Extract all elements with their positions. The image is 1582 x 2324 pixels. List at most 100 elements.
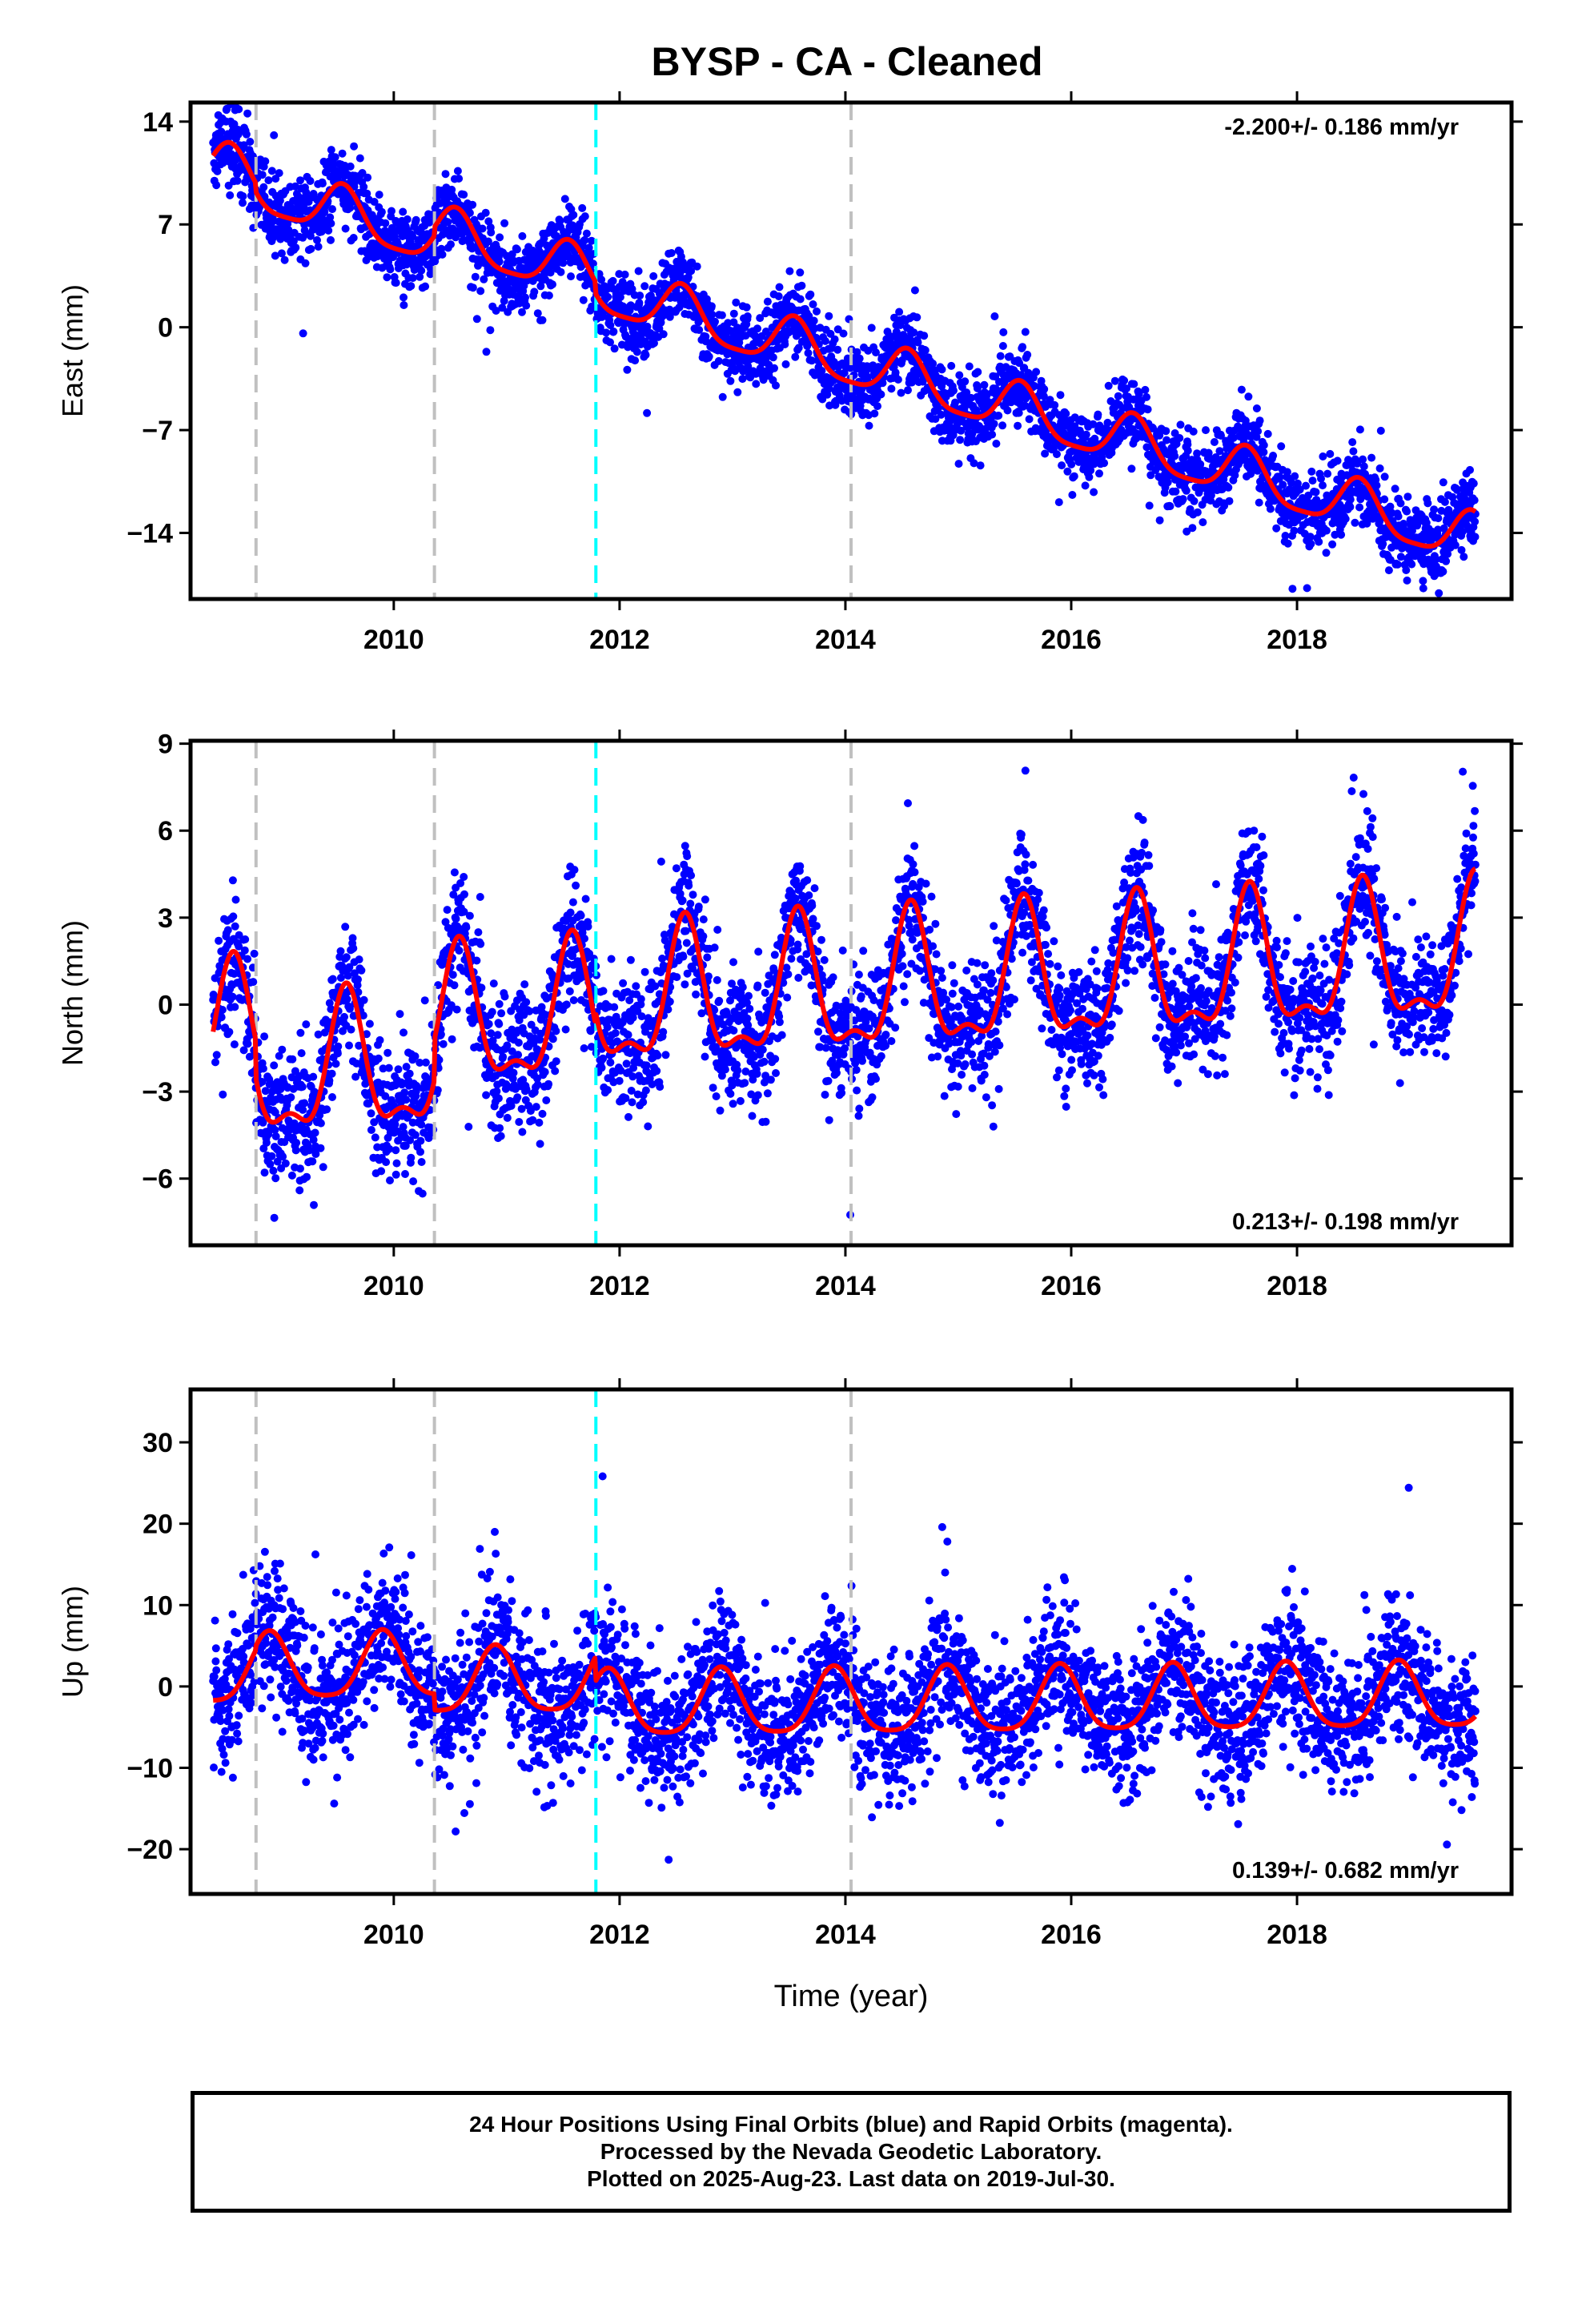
data-point <box>468 283 477 292</box>
data-point <box>311 1128 319 1137</box>
data-point <box>508 250 516 259</box>
data-point <box>1199 518 1207 527</box>
data-point <box>416 272 424 281</box>
data-point <box>229 912 238 921</box>
data-point <box>606 321 615 330</box>
data-point <box>297 1049 306 1058</box>
data-point <box>649 271 658 280</box>
data-point <box>695 326 704 334</box>
data-point <box>439 1039 448 1048</box>
data-point <box>1440 497 1449 506</box>
data-point <box>1272 524 1281 533</box>
data-point <box>891 368 900 377</box>
data-point <box>1470 496 1479 505</box>
data-point <box>329 159 338 168</box>
data-point <box>375 191 383 199</box>
data-point <box>620 270 629 279</box>
data-point <box>1067 460 1076 468</box>
data-point <box>999 328 1008 336</box>
data-point <box>1163 478 1172 487</box>
data-point <box>349 944 358 953</box>
data-point <box>1384 566 1393 575</box>
data-point <box>260 1168 269 1177</box>
data-point <box>867 324 876 332</box>
data-point <box>417 1120 426 1129</box>
data-point <box>213 167 222 175</box>
data-point <box>1346 503 1355 511</box>
rate-label: -2.200+/- 0.186 mm/yr <box>1224 115 1459 140</box>
data-point <box>472 315 481 324</box>
data-point <box>718 392 727 401</box>
data-point <box>548 1035 557 1043</box>
data-point <box>386 265 395 274</box>
data-point <box>965 362 974 371</box>
data-point <box>897 388 905 397</box>
data-point <box>1439 567 1447 576</box>
data-point <box>608 276 617 285</box>
data-point <box>1021 328 1030 336</box>
data-point <box>408 274 417 283</box>
data-point <box>1189 427 1198 436</box>
data-point <box>707 302 716 311</box>
data-point <box>639 1098 648 1107</box>
data-point <box>1252 404 1261 412</box>
data-point <box>336 947 345 955</box>
y-tick-label: −7 <box>142 416 173 446</box>
data-point <box>570 866 579 875</box>
data-point <box>631 356 640 365</box>
figure-title: BYSP - CA - Cleaned <box>652 39 1043 84</box>
data-point <box>1162 436 1171 444</box>
data-point <box>998 342 1007 350</box>
data-point <box>287 1171 296 1180</box>
data-point <box>1162 427 1170 436</box>
data-point <box>354 975 362 983</box>
data-point <box>314 243 323 251</box>
data-point <box>1095 469 1103 478</box>
data-point <box>277 249 286 258</box>
data-point <box>270 1213 279 1222</box>
data-point <box>336 974 345 982</box>
data-point <box>580 212 589 221</box>
data-point <box>1359 455 1367 464</box>
data-point <box>714 356 723 365</box>
data-point <box>219 1090 227 1099</box>
data-point <box>308 1157 317 1166</box>
data-point <box>665 312 674 321</box>
data-point <box>365 1019 374 1028</box>
data-point <box>904 386 912 395</box>
data-point <box>460 890 468 899</box>
data-point <box>327 219 335 227</box>
data-point <box>533 309 542 318</box>
data-point <box>580 1044 588 1052</box>
data-point <box>1380 472 1389 481</box>
data-point <box>1081 481 1090 490</box>
data-point <box>1056 391 1065 400</box>
data-point <box>407 282 416 291</box>
data-point <box>980 380 989 389</box>
data-point <box>1040 384 1049 393</box>
data-point <box>1407 624 1415 632</box>
data-point <box>401 1170 409 1178</box>
data-point <box>258 171 267 179</box>
data-point <box>465 208 474 217</box>
data-point <box>482 1091 491 1100</box>
data-point <box>870 409 879 418</box>
y-tick-label: 0 <box>158 313 173 344</box>
data-point <box>561 1025 570 1034</box>
data-point <box>500 219 509 227</box>
data-point <box>581 895 590 903</box>
data-point <box>371 1133 379 1142</box>
data-point <box>1403 493 1412 501</box>
data-point <box>640 967 649 976</box>
data-point <box>954 460 963 468</box>
data-point <box>417 1158 426 1166</box>
data-point <box>307 244 315 253</box>
data-point <box>377 1167 386 1176</box>
data-point <box>443 906 452 915</box>
data-point <box>825 312 833 320</box>
data-point <box>392 1159 401 1168</box>
data-point <box>552 1057 560 1066</box>
data-point <box>1337 530 1346 539</box>
data-point <box>1460 553 1468 561</box>
data-point <box>1355 425 1364 434</box>
